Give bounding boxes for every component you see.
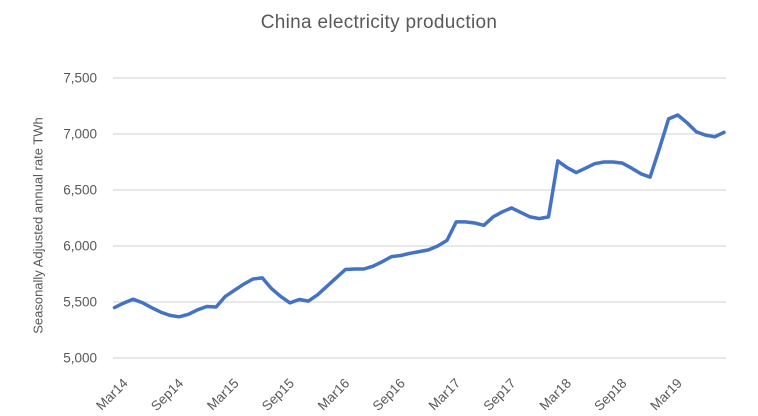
chart-title: China electricity production <box>260 12 498 33</box>
y-axis-tick-label: 5,500 <box>63 295 97 310</box>
x-axis-tick-label: Sep18 <box>591 376 629 414</box>
x-axis-tick-label: Sep15 <box>259 376 297 414</box>
x-axis-tick-label: Mar14 <box>93 375 131 413</box>
x-axis-tick-label: Mar16 <box>315 376 353 414</box>
y-axis-tick-label: 7,000 <box>63 127 97 142</box>
x-axis-tick-label: Sep16 <box>370 376 408 414</box>
x-axis-tick-label: Mar15 <box>204 376 242 414</box>
y-axis-tick-label: 6,000 <box>63 239 97 254</box>
y-axis-tick-label: 5,000 <box>63 351 97 366</box>
x-axis-tick-label: Sep14 <box>148 375 187 414</box>
x-axis-tick-label: Sep17 <box>481 376 519 414</box>
x-axis-tick-label: Mar19 <box>647 376 685 414</box>
x-axis-tick-label: Mar18 <box>536 376 574 414</box>
data-series-line <box>112 113 726 319</box>
y-axis-tick-label: 6,500 <box>63 183 97 198</box>
x-axis-tick-label: Mar17 <box>426 376 464 414</box>
y-axis-tick-label: 7,500 <box>63 71 97 86</box>
